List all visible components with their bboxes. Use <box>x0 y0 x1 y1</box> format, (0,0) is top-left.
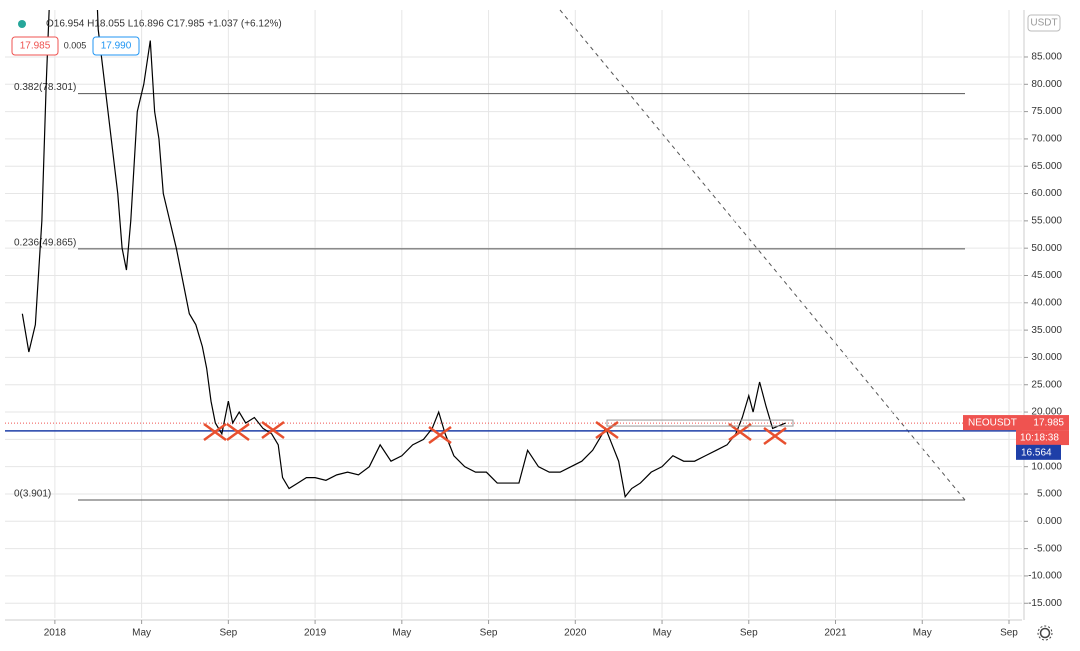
x-tick-label: Sep <box>219 628 237 639</box>
x-annotation <box>728 422 752 442</box>
x-tick-label: May <box>132 628 151 639</box>
y-tick-label: 85.000 <box>1031 52 1062 63</box>
bid-price: 17.985 <box>20 41 51 52</box>
last-price-box <box>963 415 1069 431</box>
x-annotation <box>203 422 227 442</box>
range-box <box>606 419 794 427</box>
x-tick-label: 2020 <box>564 628 587 639</box>
price-line <box>21 10 786 499</box>
ask-box <box>92 36 140 56</box>
x-annotation <box>261 420 285 440</box>
y-tick-label: 75.000 <box>1031 106 1062 117</box>
last-price-label: 17.985 <box>1033 418 1064 429</box>
symbol-label: NEOUSDT <box>968 418 1017 429</box>
y-tick-label: -5.000 <box>1034 543 1063 554</box>
y-tick-label: 10.000 <box>1031 461 1062 472</box>
currency: USDT <box>1030 18 1057 29</box>
countdown-box <box>1016 430 1069 446</box>
x-tick-label: Sep <box>480 628 498 639</box>
line-level-box <box>1016 444 1061 460</box>
y-tick-label: 70.000 <box>1031 134 1062 145</box>
x-tick-label: Sep <box>740 628 758 639</box>
y-tick-label: 25.000 <box>1031 379 1062 390</box>
fib-label: 0(3.901) <box>14 489 51 500</box>
x-tick-label: 2018 <box>44 628 67 639</box>
ohlc-legend: O16.954 H18.055 L16.896 C17.985 +1.037 (… <box>46 19 282 30</box>
y-tick-label: 0.000 <box>1037 516 1062 527</box>
bid-box <box>11 36 59 56</box>
y-tick-label: 20.000 <box>1031 407 1062 418</box>
y-tick-label: 35.000 <box>1031 325 1062 336</box>
y-tick-label: 60.000 <box>1031 188 1062 199</box>
fib-label: 0.236(49.865) <box>14 238 76 249</box>
status-dot <box>18 20 26 28</box>
line-level-label: 16.564 <box>1021 447 1052 458</box>
y-tick-label: 50.000 <box>1031 243 1062 254</box>
y-tick-label: 55.000 <box>1031 216 1062 227</box>
currency-badge <box>1027 14 1061 32</box>
trend-line <box>559 9 966 501</box>
y-tick-label: 45.000 <box>1031 270 1062 281</box>
countdown: 10:18:38 <box>1020 433 1059 444</box>
x-tick-label: 2019 <box>304 628 327 639</box>
x-annotation <box>595 420 619 440</box>
x-annotation <box>226 422 250 442</box>
ask-price: 17.990 <box>101 41 132 52</box>
y-tick-label: -10.000 <box>1028 571 1062 582</box>
y-tick-label: -15.000 <box>1028 598 1062 609</box>
x-tick-label: May <box>392 628 411 639</box>
x-tick-label: May <box>913 628 932 639</box>
spread: 0.005 <box>64 40 87 50</box>
x-annotation <box>763 426 787 446</box>
y-tick-label: 40.000 <box>1031 297 1062 308</box>
x-tick-label: 2021 <box>824 628 847 639</box>
settings-icon[interactable] <box>1037 625 1053 641</box>
x-annotation <box>428 425 452 445</box>
y-tick-label: 30.000 <box>1031 352 1062 363</box>
fib-label: 0.382(78.301) <box>14 82 76 93</box>
x-tick-label: Sep <box>1000 628 1018 639</box>
y-tick-label: 65.000 <box>1031 161 1062 172</box>
x-tick-label: May <box>653 628 672 639</box>
y-tick-label: 5.000 <box>1037 489 1062 500</box>
y-tick-label: 80.000 <box>1031 79 1062 90</box>
